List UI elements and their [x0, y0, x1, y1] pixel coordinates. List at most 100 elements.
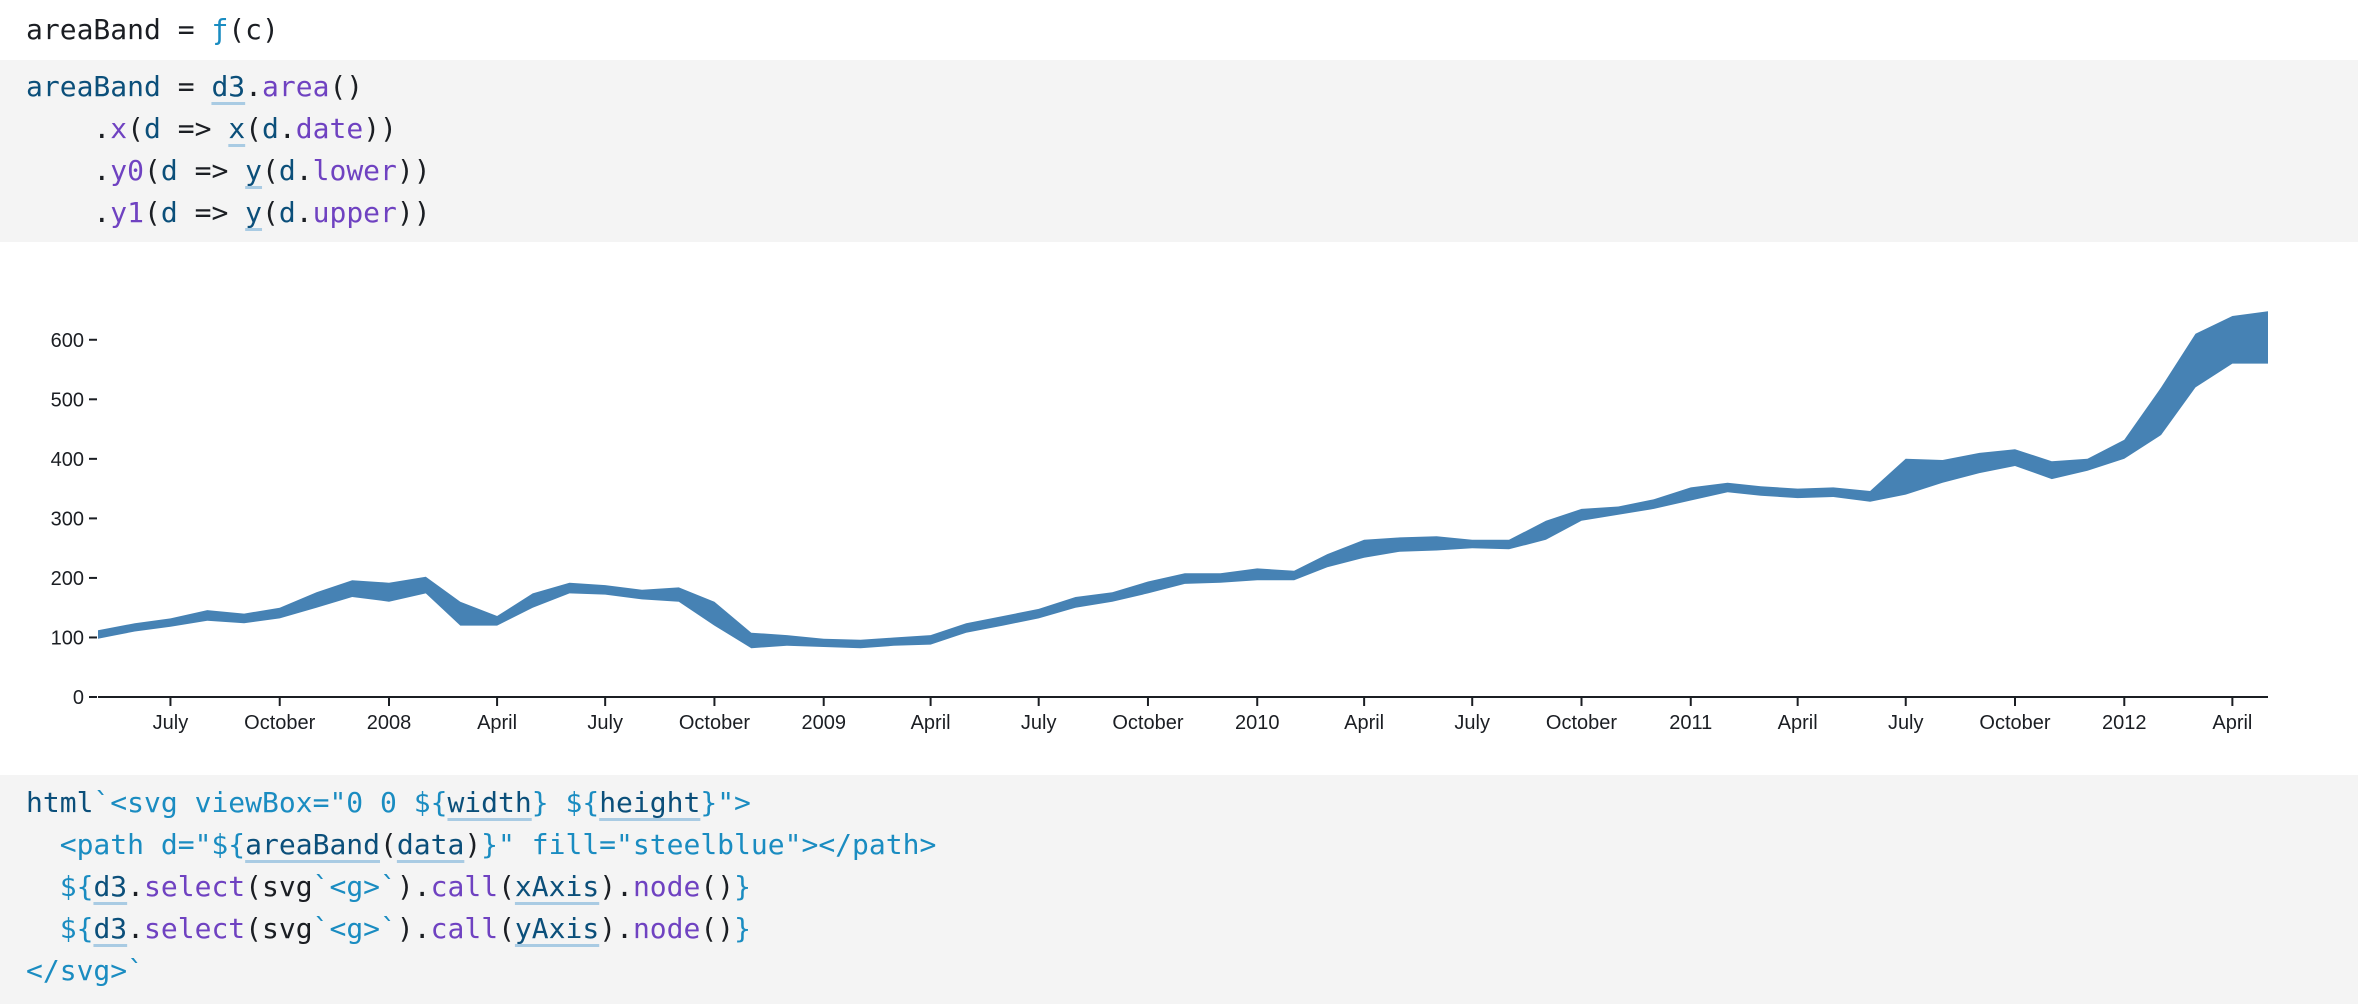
code-token: } — [734, 912, 751, 945]
code-token: `<g>` — [312, 870, 397, 903]
code-token: . — [295, 196, 313, 229]
chart-svg: July October 2008 April July October 2009 April… — [51, 311, 2268, 734]
x-tick-label: 2009 — [801, 712, 846, 734]
code-line: ${d3.select(svg`<g>`).call(xAxis).node()… — [26, 866, 2332, 908]
code-token: d — [160, 196, 178, 229]
y-tick-label: 600 — [51, 330, 84, 352]
code-token: d — [278, 154, 296, 187]
code-token: node — [632, 870, 701, 903]
code-token[interactable]: height — [599, 786, 701, 819]
code-token[interactable]: y — [245, 196, 263, 229]
x-tick-label: April — [1344, 712, 1384, 734]
code-token: ( — [498, 912, 515, 945]
code-cell-svg-render[interactable]: html`<svg viewBox="0 0 ${width} ${height… — [0, 775, 2358, 1004]
x-tick-label: July — [587, 712, 623, 734]
code-token: date — [295, 112, 364, 145]
code-token: y1 — [110, 196, 145, 229]
code-token: ). — [599, 912, 633, 945]
code-token: `<g>` — [312, 912, 397, 945]
code-token: `<svg viewBox="0 0 ${ — [93, 786, 448, 819]
code-token: ( — [380, 828, 397, 861]
x-tick-label: October — [1979, 712, 2050, 734]
code-token: ). — [396, 912, 431, 945]
x-tick-label: July — [153, 712, 189, 734]
code-token: ( — [245, 112, 263, 145]
code-token: () — [700, 870, 735, 903]
code-token: call — [430, 912, 499, 945]
code-token: }" fill="steelblue"></path> — [481, 828, 937, 861]
code-token[interactable]: xAxis — [514, 870, 600, 903]
code-token: d — [160, 154, 178, 187]
x-tick-label: 2008 — [367, 712, 412, 734]
code-token[interactable]: d3 — [93, 870, 128, 903]
x-tick-label: October — [679, 712, 750, 734]
code-token: . — [127, 870, 145, 903]
x-tick-label: October — [1546, 712, 1617, 734]
function-symbol: ƒ — [211, 13, 229, 46]
code-token: . — [278, 112, 296, 145]
code-token: (svg — [245, 912, 313, 945]
code-token: ${ — [26, 870, 94, 903]
x-tick-label: April — [2212, 712, 2252, 734]
code-line: ${d3.select(svg`<g>`).call(yAxis).node()… — [26, 908, 2332, 950]
y-tick-label: 100 — [51, 627, 84, 649]
code-token: d — [278, 196, 296, 229]
code-token[interactable]: data — [396, 828, 465, 861]
code-cell-area-band[interactable]: areaBand = d3.area() .x(d => x(d.date)) … — [0, 60, 2358, 242]
code-token[interactable]: d3 — [93, 912, 128, 945]
code-token: html — [26, 786, 94, 819]
code-token: lower — [312, 154, 397, 187]
code-token: d — [262, 112, 279, 145]
code-token: area — [262, 70, 330, 103]
code-token: => — [177, 154, 246, 187]
y-tick-label: 400 — [51, 449, 84, 471]
code-token: ( — [144, 154, 161, 187]
code-token[interactable]: yAxis — [514, 912, 600, 945]
x-tick-label: 2011 — [1669, 712, 1712, 734]
output-equals: = — [177, 13, 195, 46]
y-tick-label: 500 — [51, 389, 84, 411]
code-token[interactable]: y — [245, 154, 263, 187]
x-tick-label: October — [244, 712, 315, 734]
code-token[interactable]: width — [447, 786, 532, 819]
code-token: )) — [396, 154, 431, 187]
code-token: ). — [599, 870, 633, 903]
code-token[interactable]: x — [228, 112, 246, 145]
y-tick-label: 300 — [51, 508, 84, 530]
output-variable-name: areaBand — [26, 13, 161, 46]
code-token: y0 — [110, 154, 145, 187]
code-token[interactable]: areaBand — [245, 828, 381, 861]
x-tick-label: July — [1888, 712, 1924, 734]
code-token: ( — [498, 870, 515, 903]
code-line: areaBand = d3.area() — [26, 66, 2332, 108]
code-token: select — [144, 912, 246, 945]
code-token: . — [26, 196, 111, 229]
code-token: . — [245, 70, 263, 103]
code-line: .y0(d => y(d.lower)) — [26, 150, 2332, 192]
code-token: . — [26, 154, 111, 187]
y-tick-label: 200 — [51, 568, 84, 590]
code-token: => — [160, 112, 229, 145]
code-token: ) — [464, 828, 482, 861]
x-tick-label: April — [911, 712, 951, 734]
code-line: .x(d => x(d.date)) — [26, 108, 2332, 150]
code-token: (svg — [245, 870, 313, 903]
code-token: . — [295, 154, 313, 187]
cell-output[interactable]: areaBand = ƒ(c) — [26, 8, 279, 52]
code-line: <path d="${areaBand(data)}" fill="steelb… — [26, 824, 2332, 866]
code-token: . — [127, 912, 145, 945]
code-token: => — [177, 196, 246, 229]
code-token: node — [632, 912, 701, 945]
code-token: upper — [312, 196, 397, 229]
code-token: areaBand — [26, 70, 161, 103]
code-line: </svg>` — [26, 950, 2332, 992]
code-token: } ${ — [531, 786, 600, 819]
code-token: )) — [363, 112, 397, 145]
code-token: ${ — [26, 912, 94, 945]
code-token[interactable]: d3 — [211, 70, 246, 103]
code-token: d — [144, 112, 161, 145]
output-arguments: (c) — [228, 13, 279, 46]
code-token: call — [430, 870, 499, 903]
x-tick-label: October — [1112, 712, 1183, 734]
area-band — [98, 311, 2268, 649]
